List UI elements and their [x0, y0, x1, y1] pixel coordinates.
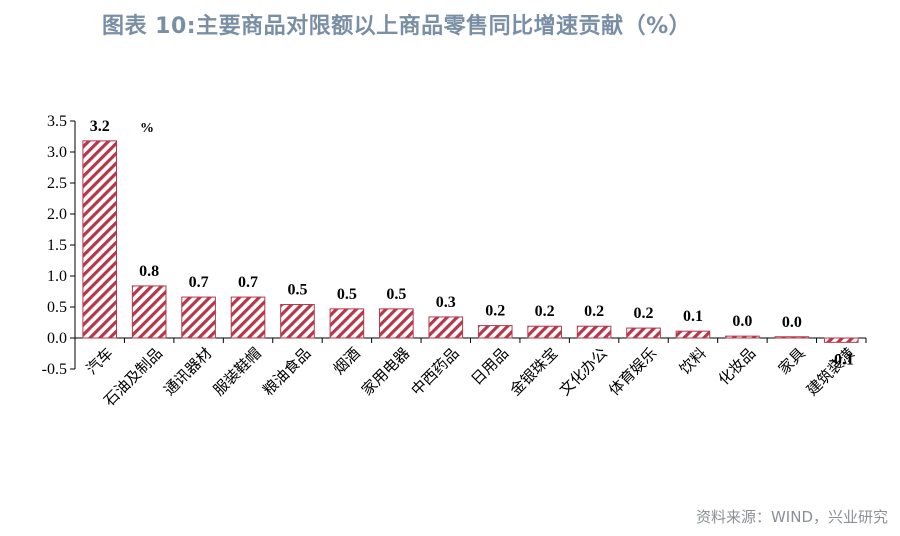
bar [280, 304, 315, 339]
category-label: 金银珠宝 [506, 344, 561, 399]
data-label: 0.2 [634, 305, 654, 322]
y-tick-label: 2.5 [47, 175, 67, 192]
data-label: -0.1 [829, 351, 854, 368]
y-tick-label: 3.5 [47, 113, 67, 130]
category-label: 烟酒 [330, 344, 364, 378]
bar [379, 308, 414, 339]
data-label: 0.5 [386, 286, 406, 303]
y-tick-label: 3.0 [47, 144, 67, 161]
y-tick-label: 2.0 [47, 206, 67, 223]
category-label: 汽车 [83, 344, 117, 378]
data-label: 0.7 [189, 274, 209, 291]
bar [230, 296, 266, 339]
data-label: 0.2 [485, 303, 505, 320]
unit-label: % [140, 121, 154, 136]
bar [774, 336, 810, 339]
data-label: 0.3 [436, 294, 456, 311]
category-label: 化妆品 [715, 344, 760, 389]
bar [181, 296, 216, 339]
category-label: 通讯器材 [160, 344, 215, 399]
chart-title: 图表 10:主要商品对限额以上商品零售同比增速贡献（%） [102, 14, 692, 39]
category-label: 饮料 [676, 344, 710, 378]
y-tick-label: -0.5 [42, 361, 67, 378]
data-label: 0.0 [782, 314, 802, 331]
data-label: 3.2 [90, 118, 110, 135]
y-tick-label: 0.5 [47, 299, 67, 316]
bar [527, 325, 562, 339]
data-label: 0.2 [584, 303, 604, 320]
data-label: 0.1 [683, 308, 703, 325]
data-label: 0.5 [337, 286, 357, 303]
bars [82, 140, 859, 343]
bar [823, 337, 859, 343]
data-label: 0.2 [535, 303, 555, 320]
category-label: 粮油食品 [259, 344, 314, 399]
bar [428, 316, 464, 339]
data-label: 0.0 [732, 313, 752, 330]
data-label: 0.5 [287, 282, 307, 299]
category-label: 体育娱乐 [605, 344, 660, 399]
data-labels: 3.2 0.8 0.7 0.7 0.5 0.5 0.5 0.3 0.2 0.2 0.2 0.2 0.1 0… [90, 118, 854, 369]
bar [576, 325, 612, 339]
bar [329, 308, 365, 339]
bar [82, 140, 118, 339]
bar [675, 330, 711, 339]
category-label: 家用电器 [358, 344, 413, 399]
category-label: 日用品 [467, 344, 512, 389]
data-label: 0.8 [139, 263, 159, 280]
bar [725, 335, 760, 339]
y-tick-label: 0.0 [47, 330, 67, 347]
category-label: 家具 [775, 344, 809, 378]
category-label: 中西药品 [407, 344, 462, 399]
source-note: 资料来源：WIND，兴业研究 [695, 508, 888, 526]
bar [626, 327, 661, 339]
bar [131, 285, 167, 339]
y-tick-label: 1.0 [47, 268, 67, 285]
y-tick-label: 1.5 [47, 237, 67, 254]
category-label: 服装鞋帽 [210, 344, 265, 399]
category-label: 文化办公 [556, 344, 611, 399]
bar [477, 325, 513, 339]
data-label: 0.7 [238, 274, 258, 291]
